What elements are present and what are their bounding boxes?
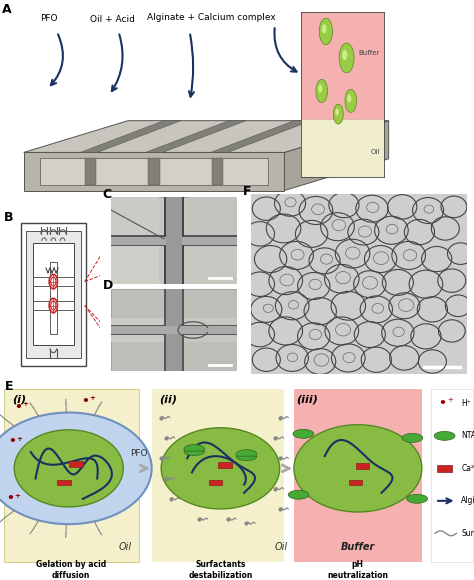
Text: Surfactant: Surfactant <box>461 529 474 538</box>
Text: PFO: PFO <box>130 449 147 458</box>
Wedge shape <box>184 451 205 455</box>
Text: +: + <box>16 436 22 442</box>
Circle shape <box>293 429 314 438</box>
Circle shape <box>347 95 351 103</box>
Circle shape <box>288 490 309 499</box>
Circle shape <box>342 50 347 60</box>
Polygon shape <box>284 121 389 190</box>
Bar <box>50 263 57 334</box>
Text: +: + <box>22 401 28 407</box>
Bar <box>189 241 237 284</box>
Text: Ca²⁺: Ca²⁺ <box>461 464 474 473</box>
Polygon shape <box>146 121 246 153</box>
Bar <box>111 327 237 333</box>
Polygon shape <box>81 121 181 153</box>
Polygon shape <box>24 153 284 190</box>
Circle shape <box>49 298 57 313</box>
Bar <box>33 244 73 346</box>
Text: (i): (i) <box>12 394 26 404</box>
Circle shape <box>49 274 57 289</box>
Bar <box>189 197 237 241</box>
Circle shape <box>434 432 455 440</box>
Bar <box>294 389 422 561</box>
Ellipse shape <box>14 430 123 507</box>
Circle shape <box>51 277 56 286</box>
Text: C: C <box>102 188 112 201</box>
Circle shape <box>184 445 205 454</box>
Circle shape <box>51 301 56 310</box>
Circle shape <box>402 433 423 443</box>
Bar <box>166 289 182 371</box>
Polygon shape <box>24 121 389 153</box>
Text: Alginate + Calcium complex: Alginate + Calcium complex <box>147 13 276 22</box>
Text: PFO: PFO <box>40 14 58 23</box>
Bar <box>111 237 237 245</box>
Text: D: D <box>102 279 113 292</box>
Text: •: • <box>8 436 16 448</box>
Circle shape <box>319 18 333 45</box>
Circle shape <box>236 450 257 459</box>
Bar <box>4 389 139 561</box>
Wedge shape <box>236 456 257 461</box>
Text: Buffer: Buffer <box>341 542 375 552</box>
Text: (ii): (ii) <box>159 394 177 404</box>
Text: E: E <box>5 380 13 393</box>
Ellipse shape <box>161 428 280 509</box>
Polygon shape <box>40 158 268 185</box>
Bar <box>164 197 184 284</box>
Ellipse shape <box>0 412 152 524</box>
Text: A: A <box>2 3 12 16</box>
Text: •: • <box>14 401 22 414</box>
Bar <box>431 389 473 561</box>
Polygon shape <box>85 158 96 185</box>
Bar <box>111 241 159 284</box>
Text: Gelation by acid
diffusion: Gelation by acid diffusion <box>36 560 106 579</box>
Text: B: B <box>4 212 14 224</box>
Text: Oil: Oil <box>275 542 288 552</box>
Bar <box>184 318 237 342</box>
Text: NTA: NTA <box>461 432 474 440</box>
Bar <box>26 231 81 358</box>
Bar <box>301 12 384 119</box>
Text: +: + <box>447 397 453 403</box>
Circle shape <box>316 79 328 103</box>
Circle shape <box>407 494 428 503</box>
Bar <box>33 300 73 310</box>
Bar <box>166 197 182 284</box>
Bar <box>33 277 73 287</box>
Ellipse shape <box>294 425 422 512</box>
Circle shape <box>335 108 339 115</box>
Bar <box>301 119 384 177</box>
Circle shape <box>333 104 343 124</box>
Circle shape <box>318 85 322 93</box>
Text: pH
neutralization: pH neutralization <box>328 560 388 579</box>
Circle shape <box>339 43 354 72</box>
Text: Alginate: Alginate <box>461 496 474 505</box>
Circle shape <box>322 24 327 34</box>
Text: F: F <box>243 185 251 198</box>
Bar <box>111 235 237 246</box>
Text: +: + <box>90 396 95 401</box>
Circle shape <box>345 89 356 113</box>
Text: Buffer: Buffer <box>358 50 380 56</box>
Bar <box>111 325 237 335</box>
Bar <box>152 389 284 561</box>
Text: Oil + Acid: Oil + Acid <box>90 15 135 24</box>
Text: Surfactants
destabilization: Surfactants destabilization <box>188 560 253 579</box>
Text: (iii): (iii) <box>296 394 318 404</box>
Text: •: • <box>82 395 89 408</box>
Text: Oil: Oil <box>118 542 132 552</box>
Bar <box>111 197 159 241</box>
Bar <box>21 223 86 366</box>
Polygon shape <box>212 158 223 185</box>
Bar <box>111 318 164 342</box>
Text: •: • <box>7 492 14 505</box>
Text: +: + <box>15 493 20 499</box>
Text: H⁺: H⁺ <box>461 399 471 408</box>
Polygon shape <box>211 121 311 153</box>
Text: •: • <box>438 397 446 410</box>
Polygon shape <box>148 158 160 185</box>
Bar <box>164 289 184 371</box>
Text: Oil: Oil <box>370 149 380 155</box>
